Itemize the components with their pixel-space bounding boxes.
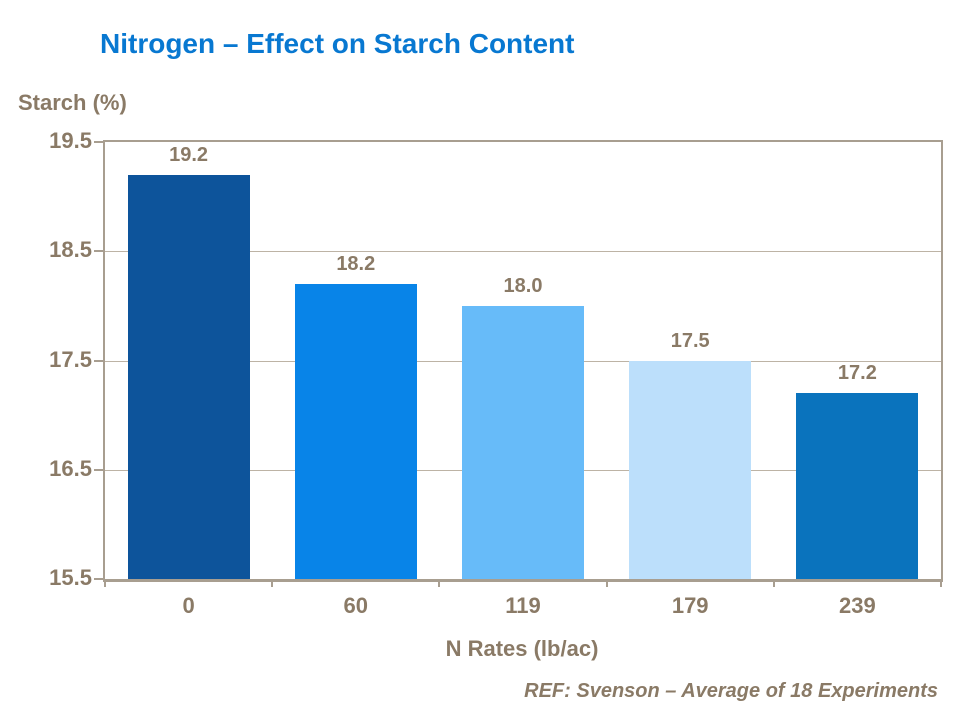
bar-119: [461, 305, 584, 579]
x-tick-label: 239: [839, 593, 876, 618]
bar-value-label: 18.0: [503, 274, 543, 297]
y-tick-label: 17.5: [49, 346, 92, 372]
x-axis-tick-mark: [940, 579, 942, 587]
x-tick-label: 119: [505, 593, 541, 618]
y-axis-title: Starch (%): [18, 90, 127, 115]
x-axis-title: N Rates (lb/ac): [445, 636, 599, 661]
y-tick-label: 15.5: [49, 565, 92, 590]
y-axis-tick-mark: [94, 359, 103, 362]
y-tick-label: 18.5: [49, 237, 92, 263]
category-slot: 18.2 60: [272, 142, 439, 618]
gridline: [105, 251, 941, 253]
y-axis-tick-mark: [94, 578, 103, 580]
category-slot: 19.2 0: [105, 142, 272, 618]
x-axis-tick-mark: [605, 579, 608, 587]
bar-179: [629, 360, 752, 579]
y-tick-label: 16.5: [49, 455, 92, 481]
x-axis-tick-mark: [772, 579, 775, 587]
y-axis-tick-mark: [94, 250, 103, 253]
y-axis-tick-mark: [94, 141, 103, 143]
bar-value-label: 18.2: [336, 253, 376, 276]
x-tick-label: 0: [182, 593, 195, 618]
reference-note: REF: Svenson – Average of 18 Experiments: [524, 680, 938, 702]
category-slot: 18.0 119: [439, 142, 606, 618]
y-tick-label: 19.5: [49, 128, 92, 153]
x-tick-label: 179: [671, 593, 709, 618]
x-axis-tick-mark: [104, 579, 106, 587]
bar-value-label: 19.2: [169, 143, 209, 166]
category-slot: 17.2 239: [774, 142, 941, 618]
y-axis-tick-mark: [94, 468, 103, 471]
bar-value-label: 17.2: [837, 362, 877, 385]
category-slot: 17.5 179: [607, 142, 774, 618]
chart-title: Nitrogen – Effect on Starch Content: [100, 28, 575, 59]
x-axis-tick-mark: [438, 579, 441, 587]
bar-60: [294, 284, 417, 579]
bar-239: [796, 393, 919, 579]
x-axis-tick-mark: [271, 579, 274, 587]
bar-value-label: 17.5: [670, 329, 710, 352]
x-tick-label: 60: [343, 593, 369, 618]
bar-0: [127, 174, 250, 579]
plot-area: 19.2 0 18.2 60 18.0 119 17.5 179 17.2 239: [94, 140, 943, 618]
